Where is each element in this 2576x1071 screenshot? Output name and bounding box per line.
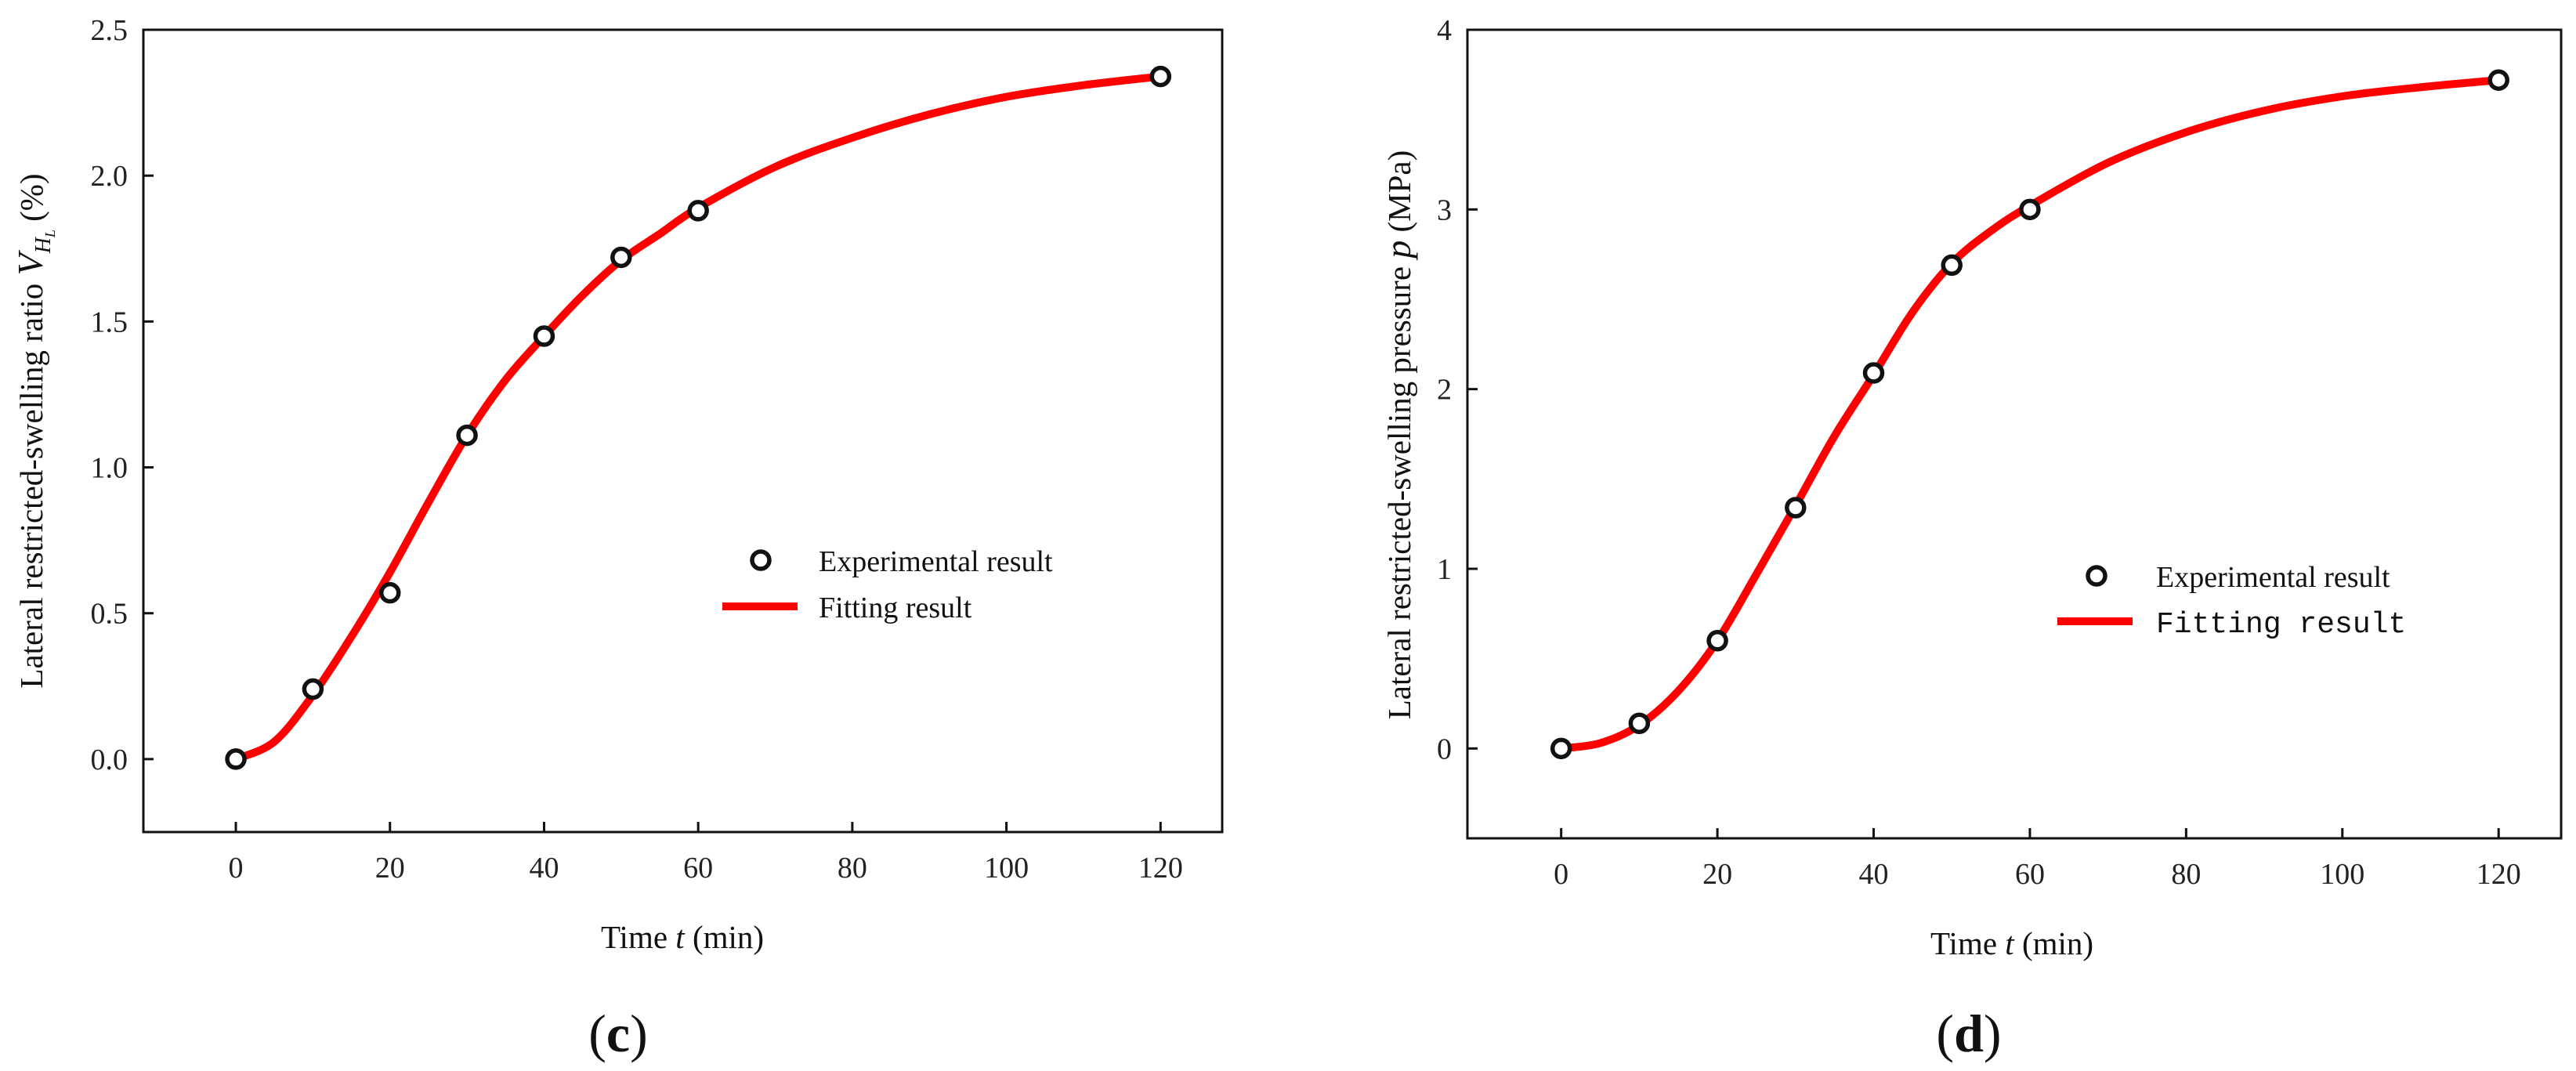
x-tick-marks — [234, 822, 1162, 832]
x-axis-label: Time t (min) — [601, 919, 764, 955]
x-tick-label: 40 — [529, 852, 559, 885]
x-tick-label: 120 — [2477, 858, 2521, 891]
y-tick-label: 1 — [1437, 553, 1452, 586]
x-axis-label: Time t (min) — [1930, 925, 2093, 961]
y-tick-label: 0.5 — [91, 598, 128, 631]
legend-marker-experimental — [2086, 565, 2107, 587]
x-tick-marks — [1560, 828, 2500, 838]
y-tick-label: 0 — [1437, 733, 1452, 765]
x-tick-label: 60 — [2015, 858, 2045, 891]
data-point — [533, 325, 555, 347]
x-tick-label: 20 — [1702, 858, 1732, 891]
data-point — [1550, 737, 1572, 760]
data-point — [302, 678, 324, 700]
x-tick-label: 100 — [2320, 858, 2364, 891]
y-tick-labels: 0 1 2 3 4 — [1437, 14, 1452, 765]
y-tick-marks — [143, 28, 154, 761]
x-tick-label: 20 — [375, 852, 405, 885]
y-tick-label: 1.0 — [91, 452, 128, 485]
plot-frame — [1466, 28, 2563, 840]
y-tick-label: 2.0 — [91, 160, 128, 193]
y-tick-label: 2 — [1437, 374, 1452, 407]
experimental-points — [1550, 69, 2509, 760]
data-point — [1941, 254, 1963, 277]
y-tick-label: 2.5 — [91, 14, 128, 47]
y-tick-label: 4 — [1437, 14, 1452, 47]
data-point — [2487, 69, 2509, 91]
fitting-curve — [232, 72, 1165, 763]
x-tick-label: 40 — [1859, 858, 1889, 891]
data-point — [225, 748, 247, 770]
x-tick-label: 80 — [838, 852, 867, 885]
x-tick-label: 60 — [683, 852, 713, 885]
legend-label-experimental: Experimental result — [2156, 561, 2390, 594]
data-point — [1862, 362, 1885, 384]
y-axis-label: Lateral restricted-swelling pressure p (… — [1378, 150, 1418, 720]
x-tick-labels: 0 20 40 60 80 100 120 — [229, 852, 1183, 885]
y-tick-label: 3 — [1437, 194, 1452, 226]
x-tick-labels: 0 20 40 60 80 100 120 — [1554, 858, 2521, 891]
x-tick-label: 120 — [1138, 852, 1183, 885]
data-point — [1149, 65, 1172, 88]
legend: Experimental result Fitting result — [722, 545, 1053, 624]
data-point — [1628, 712, 1651, 734]
chart-d: 0 20 40 60 80 100 120 0 1 2 3 4 Time t (min) Later… — [1378, 14, 2563, 1063]
y-tick-labels: 0.0 0.5 1.0 1.5 2.0 2.5 — [91, 14, 128, 776]
data-point — [1785, 497, 1807, 519]
panel-label-c: (c) — [588, 1004, 648, 1063]
data-point — [456, 424, 478, 447]
chart-c: 0 20 40 60 80 100 120 0.0 0.5 1.0 1.5 2.0 2.5 Time … — [10, 14, 1224, 1063]
experimental-points — [225, 65, 1172, 770]
data-point — [687, 200, 709, 222]
plot-frame — [142, 28, 1224, 834]
data-point — [378, 581, 401, 604]
x-tick-label: 100 — [984, 852, 1029, 885]
y-axis-label: Lateral restricted-swelling ratio VHL (%… — [10, 173, 58, 688]
fitting-curve — [1557, 76, 2503, 753]
legend: Experimental result Fitting result — [2057, 561, 2406, 642]
panel-label-d: (d) — [1936, 1004, 2001, 1063]
y-tick-marks — [1467, 28, 1478, 750]
legend-marker-experimental — [750, 549, 772, 571]
x-tick-label: 80 — [2171, 858, 2201, 891]
legend-label-fitting: Fitting result — [2156, 608, 2406, 642]
y-tick-label: 0.0 — [91, 744, 128, 776]
x-tick-label: 0 — [229, 852, 244, 885]
legend-label-experimental: Experimental result — [819, 545, 1053, 578]
legend-label-fitting: Fitting result — [819, 592, 972, 624]
data-point — [2019, 198, 2041, 221]
x-tick-label: 0 — [1554, 858, 1568, 891]
data-point — [610, 246, 632, 269]
data-point — [1706, 629, 1728, 652]
y-tick-label: 1.5 — [91, 306, 128, 338]
